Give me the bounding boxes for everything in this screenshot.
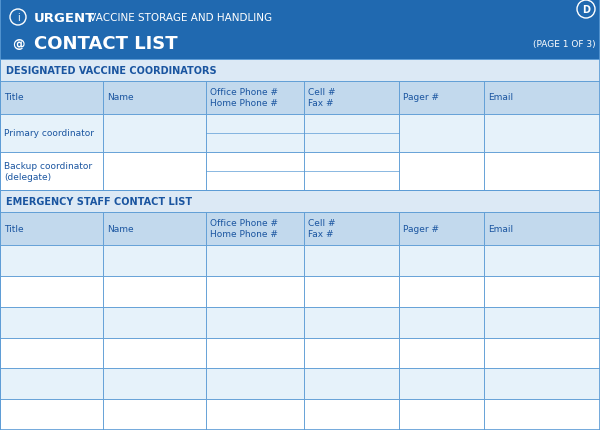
Bar xyxy=(398,369,484,399)
Bar xyxy=(0,115,103,153)
Bar xyxy=(0,212,103,246)
Bar xyxy=(0,82,103,115)
Bar xyxy=(103,153,206,190)
Text: i: i xyxy=(17,13,19,23)
Bar xyxy=(398,338,484,369)
Bar xyxy=(398,307,484,338)
Text: (PAGE 1 OF 3): (PAGE 1 OF 3) xyxy=(533,40,596,49)
Bar xyxy=(304,246,398,276)
Bar xyxy=(304,153,398,190)
Bar xyxy=(484,338,600,369)
Bar xyxy=(103,212,206,246)
Bar xyxy=(103,338,206,369)
Bar xyxy=(103,369,206,399)
Text: Email: Email xyxy=(488,93,514,102)
Text: VACCINE STORAGE AND HANDLING: VACCINE STORAGE AND HANDLING xyxy=(86,13,272,23)
Text: DESIGNATED VACCINE COORDINATORS: DESIGNATED VACCINE COORDINATORS xyxy=(6,66,217,76)
Text: Primary coordinator: Primary coordinator xyxy=(4,129,94,138)
Bar xyxy=(103,246,206,276)
Text: Pager #: Pager # xyxy=(403,93,439,102)
Text: Title: Title xyxy=(4,93,23,102)
Bar xyxy=(484,399,600,430)
Bar xyxy=(0,369,103,399)
Text: EMERGENCY STAFF CONTACT LIST: EMERGENCY STAFF CONTACT LIST xyxy=(6,197,192,206)
Bar xyxy=(103,307,206,338)
Text: Office Phone #
Home Phone #: Office Phone # Home Phone # xyxy=(210,219,278,238)
Bar xyxy=(484,212,600,246)
Bar xyxy=(103,276,206,307)
Bar xyxy=(484,246,600,276)
Bar xyxy=(304,82,398,115)
Bar xyxy=(304,338,398,369)
Text: Email: Email xyxy=(488,224,514,233)
Text: URGENT: URGENT xyxy=(34,12,95,25)
Bar xyxy=(398,246,484,276)
Bar xyxy=(398,82,484,115)
Bar xyxy=(206,212,304,246)
Bar xyxy=(304,212,398,246)
Bar xyxy=(304,276,398,307)
Text: @: @ xyxy=(12,37,24,50)
Bar xyxy=(206,307,304,338)
Bar xyxy=(484,307,600,338)
Bar xyxy=(484,153,600,190)
Bar xyxy=(103,82,206,115)
Bar xyxy=(484,82,600,115)
Text: Cell #
Fax #: Cell # Fax # xyxy=(308,88,336,108)
Bar xyxy=(206,276,304,307)
Text: Pager #: Pager # xyxy=(403,224,439,233)
Text: CONTACT LIST: CONTACT LIST xyxy=(34,35,178,53)
Bar xyxy=(0,399,103,430)
Bar xyxy=(484,115,600,153)
Bar xyxy=(398,399,484,430)
Text: Name: Name xyxy=(107,93,133,102)
Bar xyxy=(398,115,484,153)
Bar xyxy=(206,115,304,153)
Bar xyxy=(304,115,398,153)
Bar xyxy=(0,190,600,212)
Text: Backup coordinator
(delegate): Backup coordinator (delegate) xyxy=(4,162,92,181)
Bar xyxy=(206,399,304,430)
Bar xyxy=(398,276,484,307)
Bar xyxy=(206,369,304,399)
Bar xyxy=(398,212,484,246)
Text: Name: Name xyxy=(107,224,133,233)
Bar xyxy=(0,153,103,190)
Bar xyxy=(0,0,600,60)
Bar xyxy=(484,276,600,307)
Bar xyxy=(0,307,103,338)
Bar xyxy=(398,153,484,190)
Bar xyxy=(206,153,304,190)
Text: Cell #
Fax #: Cell # Fax # xyxy=(308,219,336,238)
Bar xyxy=(206,246,304,276)
Bar xyxy=(0,338,103,369)
Text: Office Phone #
Home Phone #: Office Phone # Home Phone # xyxy=(210,88,278,108)
Bar xyxy=(484,369,600,399)
Bar xyxy=(304,307,398,338)
Bar xyxy=(0,246,103,276)
Bar xyxy=(206,338,304,369)
Bar xyxy=(304,369,398,399)
Text: Title: Title xyxy=(4,224,23,233)
Bar xyxy=(304,399,398,430)
Bar xyxy=(103,399,206,430)
Bar xyxy=(0,276,103,307)
Bar xyxy=(206,82,304,115)
Bar xyxy=(103,115,206,153)
Bar xyxy=(0,60,600,82)
Text: D: D xyxy=(582,5,590,15)
